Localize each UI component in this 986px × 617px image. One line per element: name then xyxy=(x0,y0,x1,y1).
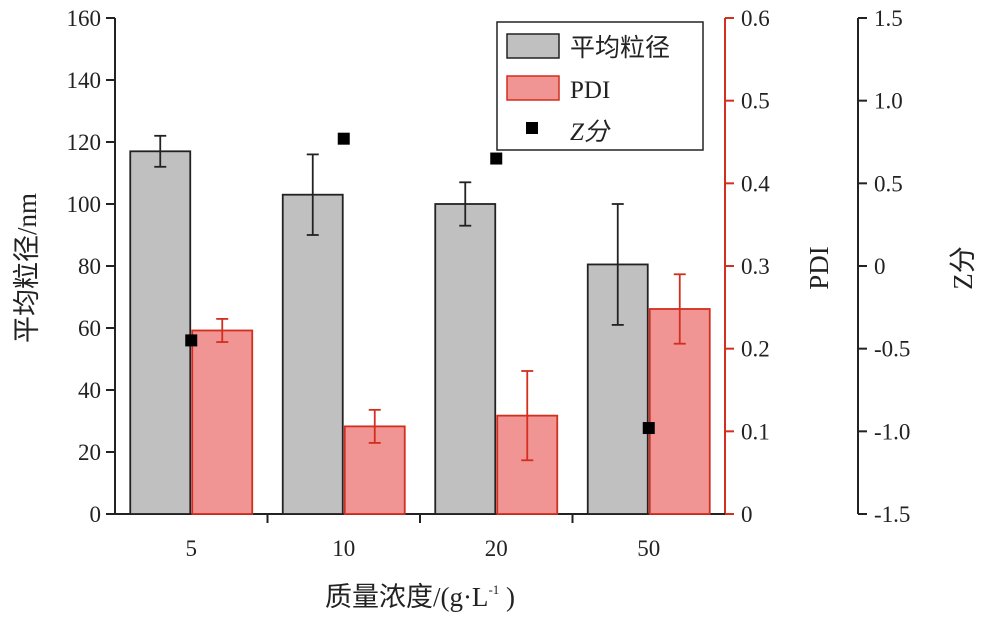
right2-tick-label: -0.5 xyxy=(874,337,910,362)
right1-tick-label: 0 xyxy=(741,502,753,527)
right1-tick-label: 0.3 xyxy=(741,254,770,279)
zeta-point-10 xyxy=(337,132,350,145)
right2-tick-label: 0 xyxy=(874,254,886,279)
left-axis-title: 平均粒径/nm xyxy=(12,193,42,343)
x-tick-label: 50 xyxy=(637,536,660,561)
legend-label-zeta: Z分 xyxy=(570,119,611,146)
left-tick-label: 80 xyxy=(78,254,101,279)
x-axis-title-superscript: -1 xyxy=(488,582,499,597)
right2-tick-label: -1.0 xyxy=(874,419,910,444)
right1-tick-label: 0.2 xyxy=(741,337,770,362)
legend-swatch-size xyxy=(506,33,560,59)
legend: 平均粒径 PDI Z分 xyxy=(496,21,704,151)
zeta-point-5 xyxy=(185,334,198,347)
size-bar-20 xyxy=(434,203,497,515)
x-axis-title-tail: ) xyxy=(499,582,515,612)
right1-tick-label: 0.4 xyxy=(741,171,770,196)
left-tick-label: 20 xyxy=(78,440,101,465)
right2-tick-label: 1.0 xyxy=(874,89,903,114)
points-layer xyxy=(185,132,655,435)
left-tick-label: 60 xyxy=(78,316,101,341)
zeta-axis-title: Z分 xyxy=(948,246,978,290)
x-axis-title-main: 质量浓度/(g·L xyxy=(325,582,488,612)
left-tick-label: 40 xyxy=(78,378,101,403)
x-tick-label: 5 xyxy=(186,536,198,561)
size-bar-10 xyxy=(281,193,344,515)
left-tick-label: 100 xyxy=(67,192,102,217)
left-tick-label: 120 xyxy=(67,130,102,155)
right1-tick-label: 0.6 xyxy=(741,6,770,31)
zeta-point-20 xyxy=(490,152,503,165)
legend-label-size: 平均粒径 xyxy=(570,34,670,62)
right2-tick-label: 0.5 xyxy=(874,171,903,196)
right1-tick-label: 0.1 xyxy=(741,419,770,444)
zeta-point-50 xyxy=(642,422,655,435)
bars-layer xyxy=(129,150,711,515)
legend-swatch-pdi xyxy=(506,75,560,101)
axes-layer: 02040608010012014016000.10.20.30.40.50.6… xyxy=(67,6,911,561)
pdi-bar-5 xyxy=(191,329,254,515)
left-tick-label: 160 xyxy=(67,6,102,31)
x-axis-title: 质量浓度/(g·L-1 ) xyxy=(325,582,515,612)
left-tick-label: 0 xyxy=(90,502,102,527)
legend-marker-zeta xyxy=(526,122,538,134)
size-bar-5 xyxy=(129,150,192,515)
legend-label-pdi: PDI xyxy=(570,77,610,104)
right2-tick-label: -1.5 xyxy=(874,502,910,527)
error-bars-layer xyxy=(154,134,686,462)
x-tick-label: 20 xyxy=(485,536,508,561)
right1-tick-label: 0.5 xyxy=(741,89,770,114)
pdi-axis-title: PDI xyxy=(804,246,834,290)
left-tick-label: 140 xyxy=(67,68,102,93)
x-tick-label: 10 xyxy=(332,536,355,561)
right2-tick-label: 1.5 xyxy=(874,6,903,31)
